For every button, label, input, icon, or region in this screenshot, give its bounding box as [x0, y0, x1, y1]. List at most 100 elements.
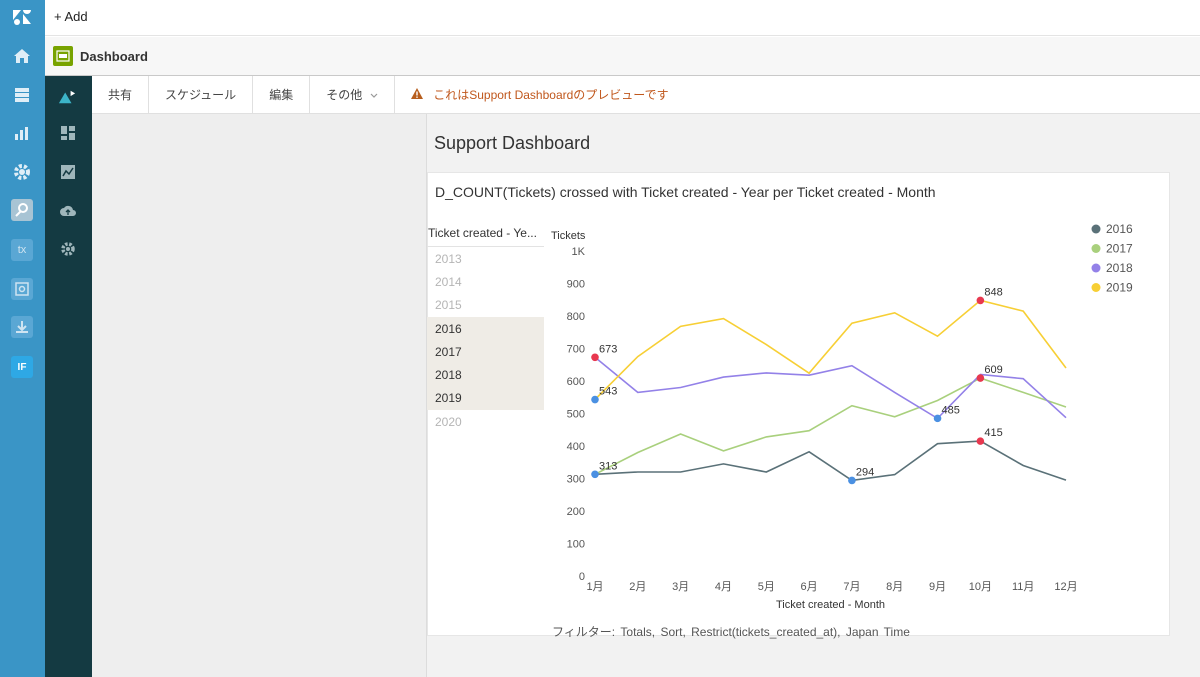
x-axis-title: Ticket created - Month	[776, 599, 885, 611]
legend-label: 2018	[1106, 261, 1133, 275]
data-point-marker	[591, 395, 599, 404]
y-tick-label: 400	[567, 441, 585, 453]
schedule-button[interactable]: スケジュール	[149, 76, 254, 113]
legend-swatch	[1091, 263, 1101, 273]
x-tick-label: 7月	[843, 581, 860, 593]
preview-notice-text: これはSupport Dashboardのプレビューです	[433, 88, 669, 102]
data-label: 543	[599, 386, 617, 398]
x-tick-label: 10月	[969, 581, 992, 593]
x-tick-label: 11月	[1012, 581, 1034, 593]
x-tick-label: 12月	[1054, 581, 1077, 593]
explore-logo-icon[interactable]	[58, 88, 76, 106]
data-point-marker	[591, 353, 599, 362]
legend-swatch	[1091, 244, 1101, 253]
chart-card	[427, 172, 1170, 636]
x-tick-label: 3月	[672, 581, 689, 593]
series-line-2018	[594, 356, 1067, 420]
x-tick-label: 2月	[629, 581, 646, 593]
data-point-marker	[976, 374, 985, 382]
year-filter-list: Ticket created - Ye... 2013 2014 2015 2016 2…	[427, 222, 544, 433]
data-label: 485	[942, 404, 960, 416]
download-app-icon[interactable]	[10, 315, 34, 339]
app-icon[interactable]	[10, 277, 34, 301]
data-label: 609	[984, 364, 1002, 376]
views-icon[interactable]	[10, 83, 34, 107]
y-tick-label: 600	[567, 376, 585, 388]
x-tick-label: 5月	[758, 581, 775, 593]
y-tick-label: 300	[567, 474, 585, 486]
explore-app-icon[interactable]	[10, 198, 34, 222]
data-point-marker	[933, 414, 942, 423]
x-tick-label: 9月	[929, 581, 946, 593]
explore-sidebar	[45, 76, 92, 677]
chevron-down-icon	[370, 88, 378, 102]
queries-icon[interactable]	[59, 163, 77, 181]
year-filter-item[interactable]: 2017	[427, 340, 544, 364]
settings-icon[interactable]	[59, 240, 77, 258]
y-tick-label: 1K	[572, 246, 586, 258]
year-filter-item[interactable]: 2020	[435, 414, 462, 429]
reporting-icon[interactable]	[10, 121, 34, 145]
tx-app-icon[interactable]: tx	[10, 238, 34, 262]
datasets-icon[interactable]	[59, 202, 77, 220]
y-tick-label: 200	[567, 506, 585, 518]
more-label: その他	[326, 88, 363, 102]
data-point-marker	[976, 296, 985, 305]
if-app-label: IF	[11, 356, 33, 378]
y-axis-title: Tickets	[551, 230, 586, 242]
y-tick-label: 0	[579, 571, 585, 583]
data-point-marker	[976, 437, 985, 445]
series-line-2016	[594, 440, 1067, 482]
legend-label: 2016	[1106, 222, 1133, 236]
data-label: 313	[599, 460, 617, 472]
x-tick-label: 6月	[801, 581, 818, 593]
year-filter-item[interactable]: 2013	[435, 251, 462, 266]
title-bar: Dashboard	[45, 37, 1200, 76]
home-icon[interactable]	[10, 44, 34, 68]
y-tick-label: 700	[567, 344, 585, 356]
share-button[interactable]: 共有	[92, 76, 150, 113]
top-bar: + Add	[45, 0, 1200, 36]
series-line-2017	[594, 377, 1067, 476]
year-filter-header: Ticket created - Ye...	[427, 222, 544, 247]
year-filter-item[interactable]: 2018	[427, 363, 544, 387]
filters-summary: フィルター: Totals, Sort, Restrict(tickets_cr…	[552, 625, 910, 639]
y-tick-label: 900	[567, 279, 585, 291]
data-point-marker	[848, 476, 856, 485]
legend-swatch	[1091, 283, 1101, 292]
zendesk-logo-icon[interactable]	[10, 5, 34, 29]
y-tick-label: 100	[567, 539, 585, 551]
line-chart: Tickets 0 100 200 300 400 500 600 700 800 900 1K 1月 2…	[551, 222, 1133, 611]
y-tick-label: 500	[567, 409, 585, 421]
series-line-2019	[594, 299, 1067, 401]
chart-title: D_COUNT(Tickets) crossed with Ticket cre…	[435, 184, 936, 200]
data-label: 294	[856, 466, 874, 478]
admin-gear-icon[interactable]	[10, 160, 34, 184]
if-app-icon[interactable]: IF	[10, 355, 34, 379]
edit-button[interactable]: 編集	[253, 76, 311, 113]
tx-app-label: tx	[11, 239, 33, 261]
dashboards-icon[interactable]	[59, 124, 77, 142]
y-tick-label: 800	[567, 311, 585, 323]
year-filter-item[interactable]: 2019	[427, 386, 544, 411]
warning-icon	[411, 87, 424, 102]
dashboard-app-icon	[53, 46, 73, 66]
page-header-title: Dashboard	[80, 49, 148, 64]
page-title: Support Dashboard	[434, 133, 591, 153]
more-dropdown[interactable]: その他	[310, 76, 396, 113]
data-label: 673	[599, 343, 617, 355]
x-tick-label: 8月	[886, 581, 903, 593]
add-button[interactable]: + Add	[54, 9, 88, 24]
year-filter-item[interactable]: 2014	[435, 274, 462, 289]
year-filter-item[interactable]: 2015	[435, 298, 462, 313]
preview-notice: これはSupport Dashboardのプレビューです	[395, 76, 669, 113]
x-tick-label: 4月	[715, 581, 732, 593]
legend-label: 2017	[1106, 242, 1133, 256]
dashboard-toolbar: 共有 スケジュール 編集 その他 これはSupport Dashboardのプレ…	[92, 76, 1200, 114]
legend-label: 2019	[1106, 281, 1133, 295]
legend-swatch	[1091, 224, 1101, 234]
year-filter-item[interactable]: 2016	[427, 316, 544, 341]
data-label: 848	[984, 286, 1002, 298]
product-rail: tx IF	[0, 0, 45, 677]
data-point-marker	[591, 470, 599, 479]
